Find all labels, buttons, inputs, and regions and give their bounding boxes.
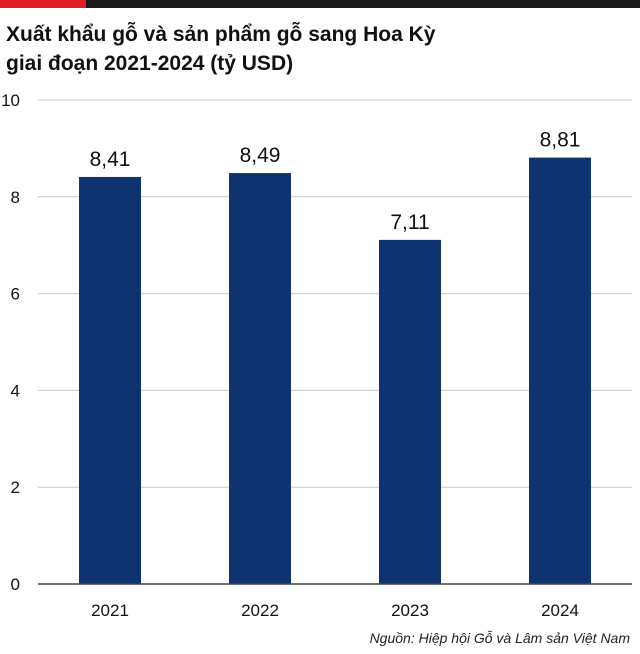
bar bbox=[379, 239, 441, 584]
y-tick-label: 8 bbox=[11, 188, 20, 207]
bar bbox=[79, 176, 141, 584]
data-label: 8,81 bbox=[540, 129, 581, 152]
top-bar-rest bbox=[86, 0, 640, 8]
data-label: 8,49 bbox=[240, 144, 281, 167]
y-tick-label: 0 bbox=[11, 575, 20, 594]
data-label: 7,11 bbox=[390, 211, 429, 234]
x-tick-label: 2022 bbox=[241, 601, 279, 620]
x-tick-label: 2024 bbox=[541, 601, 579, 620]
source-note: Nguồn: Hiệp hội Gỗ và Lâm sản Việt Nam bbox=[369, 630, 630, 646]
top-bar-accent bbox=[0, 0, 86, 8]
x-tick-label: 2021 bbox=[91, 601, 129, 620]
y-tick-label: 2 bbox=[11, 478, 20, 497]
chart-title-line-2: giai đoạn 2021-2024 (tỷ USD) bbox=[6, 52, 294, 75]
y-tick-label: 6 bbox=[11, 285, 20, 304]
chart-title: Xuất khẩu gỗ và sản phẩm gỗ sang Hoa Kỳ … bbox=[6, 20, 626, 78]
y-tick-label: 10 bbox=[1, 91, 20, 110]
data-label: 8,41 bbox=[90, 148, 131, 171]
bar bbox=[229, 173, 291, 585]
top-bar bbox=[0, 0, 640, 8]
y-tick-label: 4 bbox=[11, 381, 20, 400]
x-tick-label: 2023 bbox=[391, 601, 429, 620]
chart-title-line-1: Xuất khẩu gỗ và sản phẩm gỗ sang Hoa Kỳ bbox=[6, 23, 436, 46]
bar bbox=[529, 157, 591, 584]
